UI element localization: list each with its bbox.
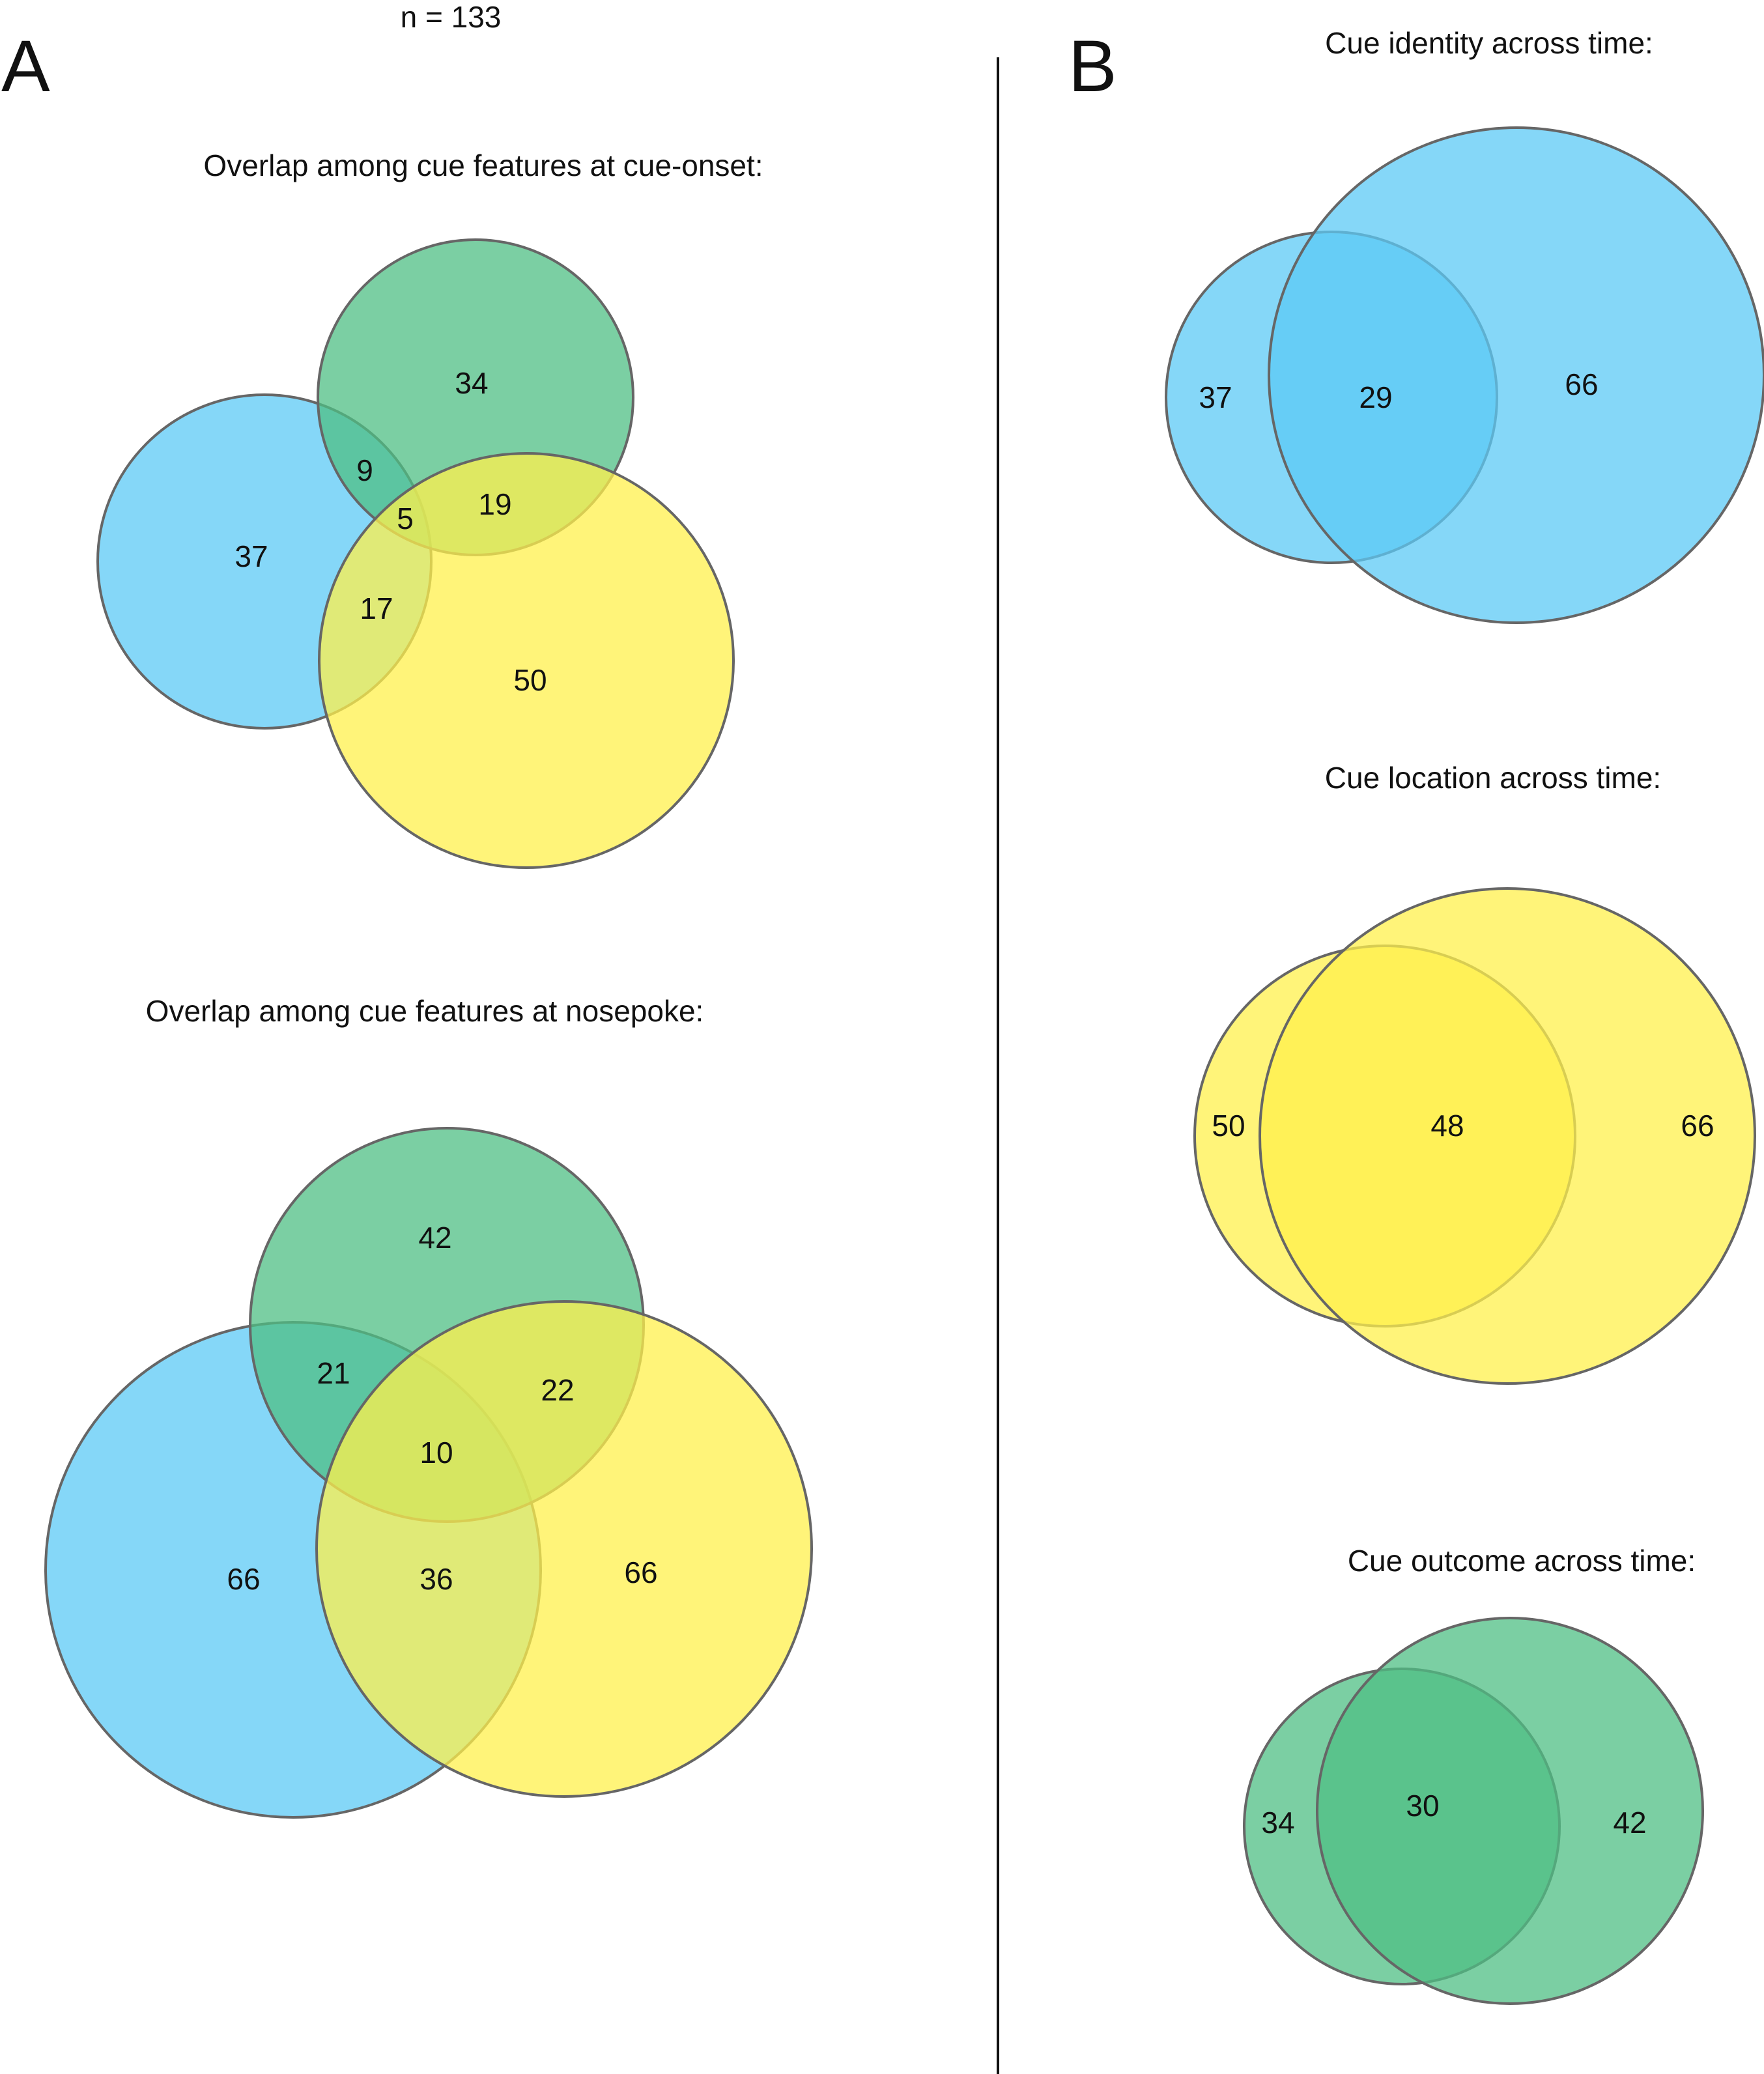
cue-onset-title: Overlap among cue features at cue-onset: — [203, 149, 763, 182]
venn-outcome: Cue outcome across time: 34 30 42 — [1243, 1544, 1704, 2005]
outcome-right-circle — [1316, 1617, 1704, 2005]
nosepoke-yellow-circle — [315, 1300, 813, 1798]
venn-identity: Cue identity across time: 37 29 66 — [1165, 26, 1764, 624]
location-left-only: 50 — [1212, 1109, 1245, 1143]
nosepoke-blue-only: 66 — [227, 1562, 260, 1596]
identity-title: Cue identity across time: — [1325, 26, 1653, 60]
identity-overlap: 29 — [1359, 380, 1392, 414]
nosepoke-blue-yellow: 36 — [420, 1562, 453, 1596]
nosepoke-yellow-only: 66 — [624, 1556, 657, 1589]
panel-a-letter: A — [1, 25, 50, 107]
panel-b-letter: B — [1068, 25, 1117, 107]
nosepoke-title: Overlap among cue features at nosepoke: — [146, 994, 704, 1028]
venn-nosepoke: Overlap among cue features at nosepoke: … — [44, 994, 813, 1819]
cue-onset-yellow-only: 50 — [513, 663, 547, 697]
outcome-right-only: 42 — [1613, 1806, 1646, 1840]
cue-onset-green-only: 34 — [455, 366, 488, 400]
cue-onset-yellow-circle — [318, 452, 735, 869]
location-right-only: 66 — [1681, 1109, 1714, 1143]
cue-onset-blue-yellow: 17 — [360, 591, 393, 625]
cue-onset-green-yellow: 19 — [478, 487, 511, 521]
nosepoke-blue-green: 21 — [317, 1356, 350, 1390]
sample-size-label: n = 133 — [401, 0, 502, 34]
identity-right-circle — [1268, 126, 1764, 624]
identity-right-only: 66 — [1565, 367, 1598, 401]
outcome-overlap: 30 — [1406, 1789, 1439, 1823]
location-title: Cue location across time: — [1325, 761, 1661, 795]
nosepoke-green-only: 42 — [418, 1221, 451, 1255]
outcome-left-only: 34 — [1261, 1806, 1294, 1840]
venn-cue-onset: Overlap among cue features at cue-onset:… — [96, 149, 763, 869]
cue-onset-blue-green: 9 — [356, 453, 373, 487]
outcome-title: Cue outcome across time: — [1348, 1544, 1696, 1578]
nosepoke-all-three: 10 — [420, 1436, 453, 1470]
cue-onset-all-three: 5 — [397, 502, 414, 535]
nosepoke-green-yellow: 22 — [541, 1373, 574, 1407]
identity-left-only: 37 — [1199, 380, 1232, 414]
location-right-circle — [1259, 887, 1756, 1385]
cue-onset-blue-only: 37 — [235, 539, 268, 573]
venn-location: Cue location across time: 50 48 66 — [1193, 761, 1756, 1385]
location-overlap: 48 — [1430, 1109, 1464, 1143]
